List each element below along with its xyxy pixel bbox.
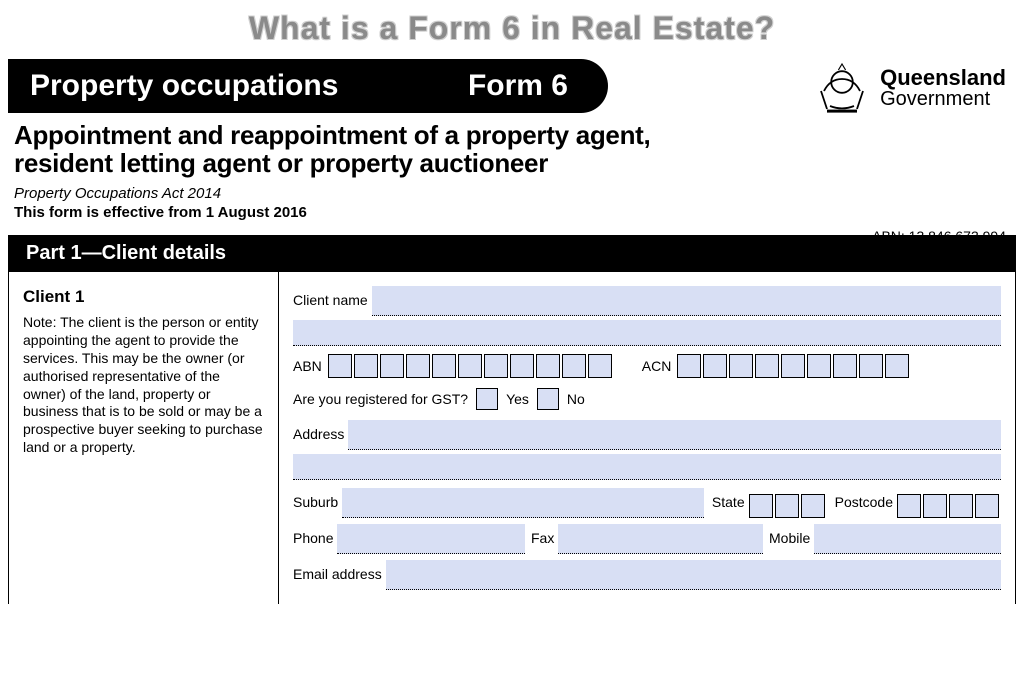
address-input[interactable] xyxy=(348,420,1001,450)
acn-box-9[interactable] xyxy=(885,354,909,378)
state-label: State xyxy=(712,494,749,518)
abn-box-7[interactable] xyxy=(484,354,508,378)
suburb-label: Suburb xyxy=(293,494,342,518)
form-body: Client 1 Note: The client is the person … xyxy=(8,272,1016,604)
postcode-box-3[interactable] xyxy=(949,494,973,518)
client-note-panel: Client 1 Note: The client is the person … xyxy=(9,272,279,604)
abn-box-9[interactable] xyxy=(536,354,560,378)
acn-box-4[interactable] xyxy=(755,354,779,378)
phone-label: Phone xyxy=(293,530,337,554)
form-header-bar: Property occupations Form 6 xyxy=(8,59,608,113)
suburb-input[interactable] xyxy=(342,488,704,518)
abn-box-4[interactable] xyxy=(406,354,430,378)
abn-box-5[interactable] xyxy=(432,354,456,378)
fax-label: Fax xyxy=(531,530,558,554)
client-name-label: Client name xyxy=(293,292,372,316)
phone-input[interactable] xyxy=(337,524,525,554)
state-boxes-group xyxy=(749,494,827,518)
gst-no-label: No xyxy=(567,391,585,407)
client-note-text: Note: The client is the person or entity… xyxy=(23,314,266,457)
government-logo-block: Queensland Government xyxy=(812,58,1006,118)
email-label: Email address xyxy=(293,566,386,590)
subtitle-line2: resident letting agent or property aucti… xyxy=(14,149,1010,177)
acn-box-2[interactable] xyxy=(703,354,727,378)
acn-box-6[interactable] xyxy=(807,354,831,378)
acn-box-7[interactable] xyxy=(833,354,857,378)
abn-box-3[interactable] xyxy=(380,354,404,378)
abn-number: ABN: 13 846 673 994 xyxy=(872,228,1006,244)
gst-no-checkbox[interactable] xyxy=(537,388,559,410)
header-left-text: Property occupations xyxy=(30,69,338,103)
address-label: Address xyxy=(293,426,348,450)
gst-yes-label: Yes xyxy=(506,391,529,407)
page-title: What is a Form 6 in Real Estate? xyxy=(0,0,1024,59)
acn-box-1[interactable] xyxy=(677,354,701,378)
postcode-label: Postcode xyxy=(835,494,897,518)
subtitle-block: Appointment and reappointment of a prope… xyxy=(0,113,1024,181)
fields-panel: Client name ABN ACN Are you registered f… xyxy=(279,272,1015,604)
effective-date: This form is effective from 1 August 201… xyxy=(0,202,1024,229)
abn-box-6[interactable] xyxy=(458,354,482,378)
email-input[interactable] xyxy=(386,560,1001,590)
postcode-box-4[interactable] xyxy=(975,494,999,518)
postcode-box-1[interactable] xyxy=(897,494,921,518)
state-box-3[interactable] xyxy=(801,494,825,518)
postcode-boxes-group xyxy=(897,494,1001,518)
abn-boxes-group xyxy=(328,354,614,378)
abn-box-2[interactable] xyxy=(354,354,378,378)
client-name-input-line2[interactable] xyxy=(293,320,1001,346)
postcode-box-2[interactable] xyxy=(923,494,947,518)
acn-box-8[interactable] xyxy=(859,354,883,378)
gst-yes-checkbox[interactable] xyxy=(476,388,498,410)
state-box-2[interactable] xyxy=(775,494,799,518)
act-reference: Property Occupations Act 2014 xyxy=(0,181,1024,202)
client-name-input[interactable] xyxy=(372,286,1001,316)
crest-icon xyxy=(812,58,872,118)
part1-header: Part 1—Client details xyxy=(8,235,1016,272)
acn-box-3[interactable] xyxy=(729,354,753,378)
subtitle-line1: Appointment and reappointment of a prope… xyxy=(14,121,1010,149)
abn-box-1[interactable] xyxy=(328,354,352,378)
gst-question-label: Are you registered for GST? xyxy=(293,391,468,407)
abn-box-10[interactable] xyxy=(562,354,586,378)
abn-box-8[interactable] xyxy=(510,354,534,378)
header-right-text: Form 6 xyxy=(468,69,586,103)
address-input-line2[interactable] xyxy=(293,454,1001,480)
government-sub: Government xyxy=(880,89,1006,110)
state-box-1[interactable] xyxy=(749,494,773,518)
mobile-label: Mobile xyxy=(769,530,814,554)
acn-label: ACN xyxy=(642,358,676,374)
fax-input[interactable] xyxy=(558,524,763,554)
abn-box-11[interactable] xyxy=(588,354,612,378)
acn-boxes-group xyxy=(677,354,911,378)
acn-box-5[interactable] xyxy=(781,354,805,378)
client1-heading: Client 1 xyxy=(23,286,266,308)
abn-label: ABN xyxy=(293,358,326,374)
government-name: Queensland xyxy=(880,66,1006,89)
mobile-input[interactable] xyxy=(814,524,1001,554)
